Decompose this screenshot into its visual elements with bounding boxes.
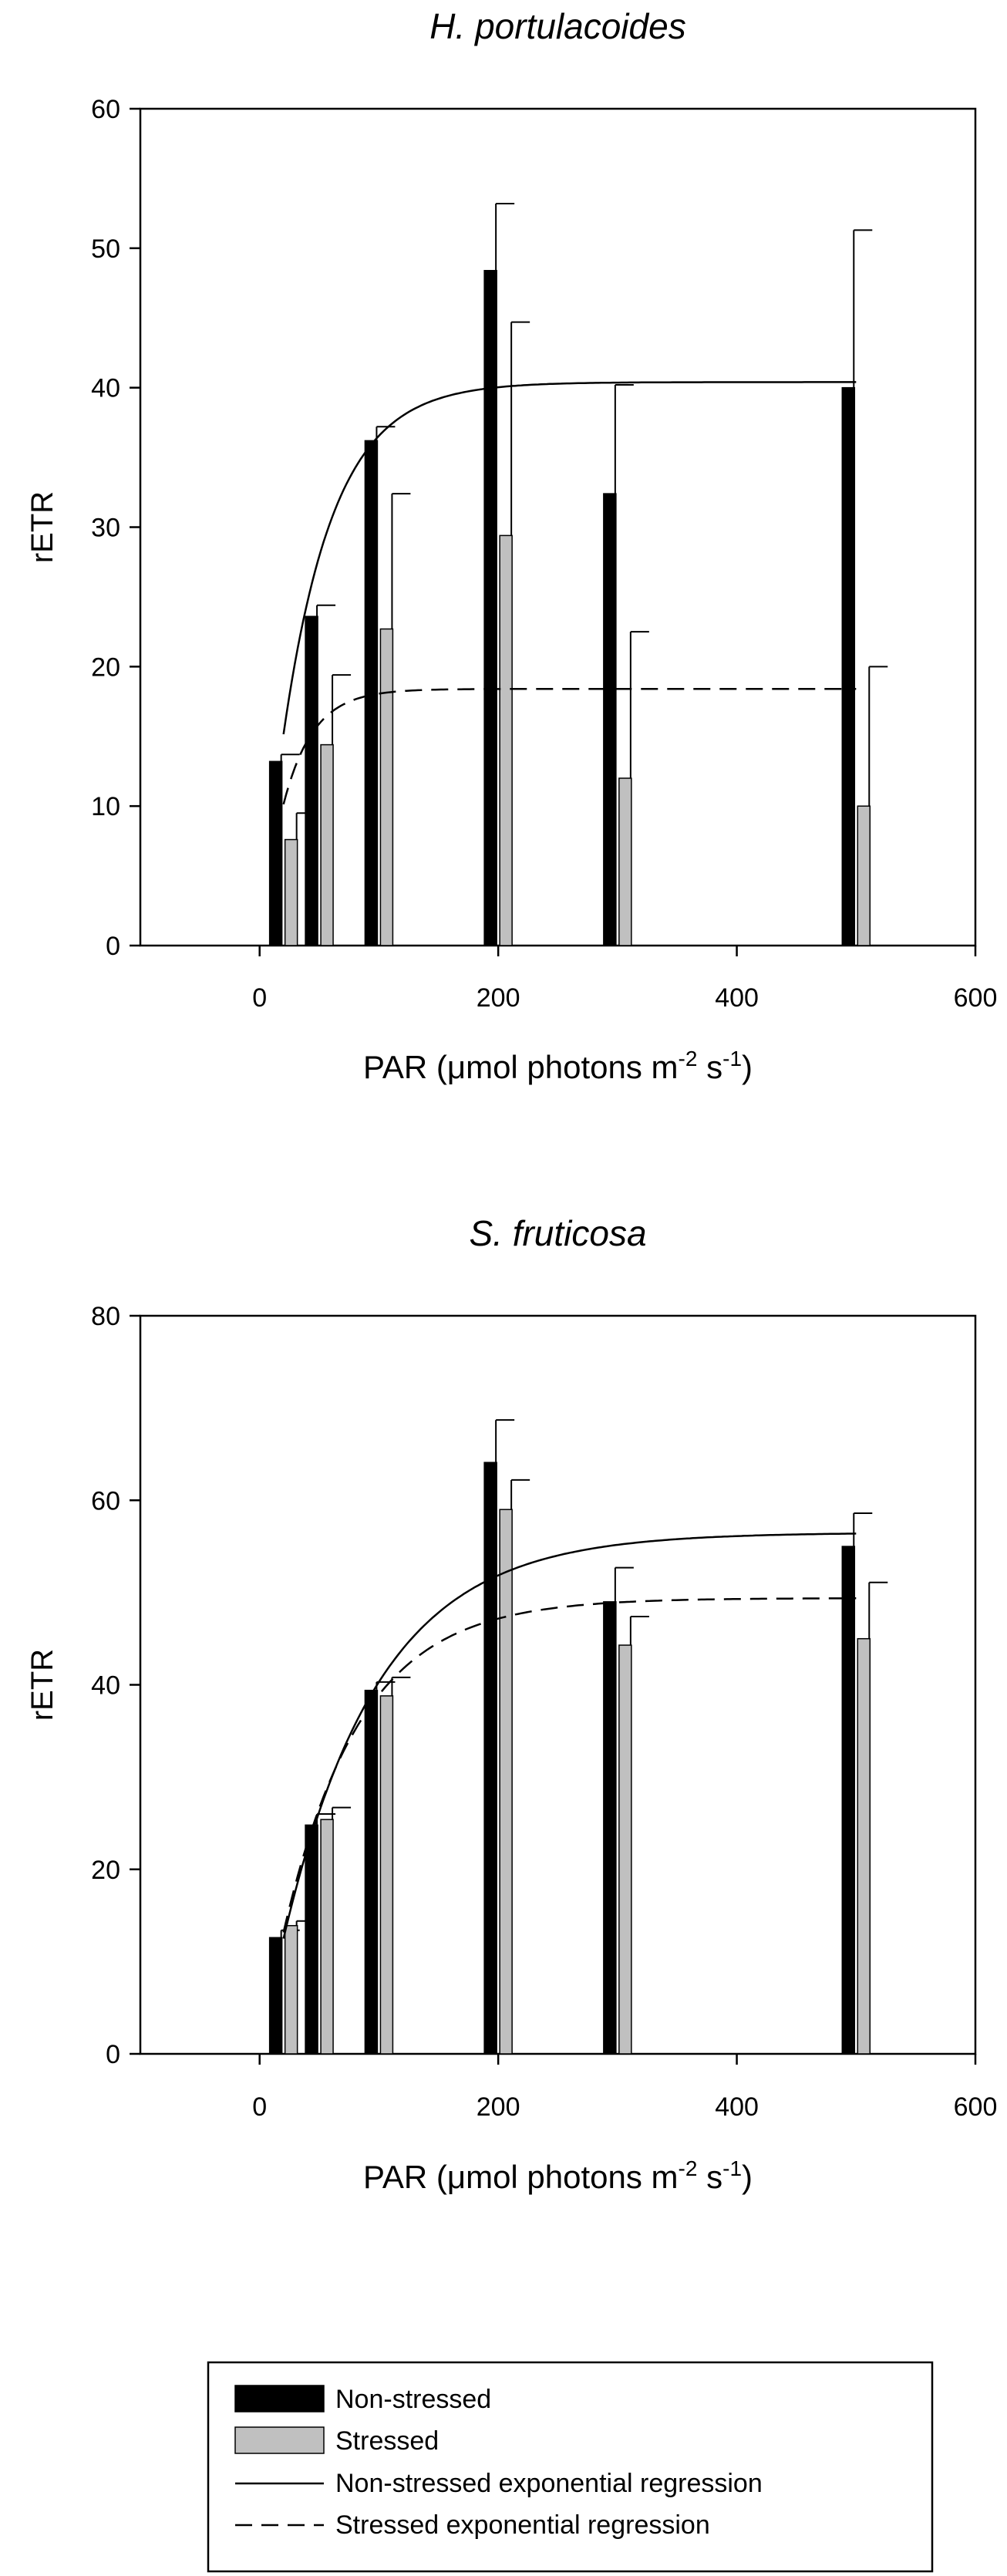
y-axis-label: rETR <box>25 491 59 563</box>
y-tick-label: 50 <box>91 234 120 264</box>
bar-stressed <box>320 743 334 946</box>
x-tick-label: 400 <box>715 983 759 1013</box>
bar-non-stressed <box>603 1601 617 2055</box>
bar-non-stressed <box>268 1937 283 2055</box>
y-tick-label: 40 <box>91 1671 120 1701</box>
bar-non-stressed <box>364 440 379 946</box>
x-tick-label: 600 <box>954 983 998 1013</box>
y-tick-label: 20 <box>91 652 120 682</box>
regression-line-stressed <box>282 688 857 805</box>
chart-title-s-fruticosa: S. fruticosa <box>469 1213 646 1253</box>
y-tick-label: 20 <box>91 1856 120 1885</box>
bar-stressed <box>618 777 632 946</box>
bar-stressed <box>499 534 513 946</box>
bar-non-stressed <box>483 270 497 946</box>
bar-stressed <box>857 805 871 946</box>
y-tick-label: 30 <box>91 514 120 543</box>
legend-swatch-non-stressed <box>234 2385 325 2412</box>
y-tick-label: 40 <box>91 374 120 403</box>
regression-line-non-stressed <box>282 381 857 735</box>
regression-line-non-stressed <box>282 1532 857 1939</box>
x-tick-label: 0 <box>252 2092 267 2122</box>
legend-label-stressed: Stressed <box>335 2426 439 2456</box>
legend-label-stressed-regression: Stressed exponential regression <box>335 2510 710 2540</box>
x-tick-label: 400 <box>715 2092 759 2122</box>
legend: Non-stressed Stressed Non-stressed expon… <box>207 2361 934 2573</box>
chart-title-h-portulacoides: H. portulacoides <box>429 6 685 46</box>
bar-stressed <box>320 1819 334 2055</box>
y-tick-label: 0 <box>106 2040 120 2069</box>
bar-stressed <box>499 1509 513 2055</box>
y-tick-label: 80 <box>91 1302 120 1331</box>
bar-stressed <box>379 1695 394 2055</box>
bar-stressed <box>857 1637 871 2055</box>
bar-non-stressed <box>364 1689 379 2055</box>
y-tick-label: 60 <box>91 1486 120 1516</box>
x-tick-label: 0 <box>252 983 267 1013</box>
bar-non-stressed <box>841 386 856 946</box>
x-axis-label: PAR (μmol photons m-2 s-1) <box>363 1047 753 1085</box>
legend-swatch-stressed <box>234 2426 325 2454</box>
bar-non-stressed <box>603 493 617 946</box>
y-tick-label: 10 <box>91 792 120 821</box>
bar-non-stressed <box>305 1824 318 2055</box>
bar-non-stressed <box>483 1462 497 2055</box>
x-tick-label: 600 <box>954 2092 998 2122</box>
legend-box <box>207 2361 934 2573</box>
chart-s-fruticosa: S. fruticosa 0 20 40 60 80 0 200 400 600 rETR PAR (… <box>25 1213 997 2195</box>
x-tick-label: 200 <box>477 983 520 1013</box>
regression-line-stressed <box>282 1597 857 1933</box>
legend-label-non-stressed-regression: Non-stressed exponential regression <box>335 2469 763 2498</box>
bar-stressed <box>379 628 394 946</box>
legend-label-non-stressed: Non-stressed <box>335 2385 491 2414</box>
bar-stressed <box>618 1644 632 2055</box>
bar-non-stressed <box>305 615 318 946</box>
x-tick-label: 200 <box>477 2092 520 2122</box>
y-tick-label: 60 <box>91 95 120 124</box>
bar-stressed <box>284 838 298 946</box>
bar-stressed <box>284 1924 298 2055</box>
y-tick-label: 0 <box>106 932 120 961</box>
bar-non-stressed <box>841 1546 856 2055</box>
bar-non-stressed <box>268 760 283 946</box>
x-axis-label: PAR (μmol photons m-2 s-1) <box>363 2156 753 2195</box>
y-axis-label: rETR <box>25 1649 59 1721</box>
